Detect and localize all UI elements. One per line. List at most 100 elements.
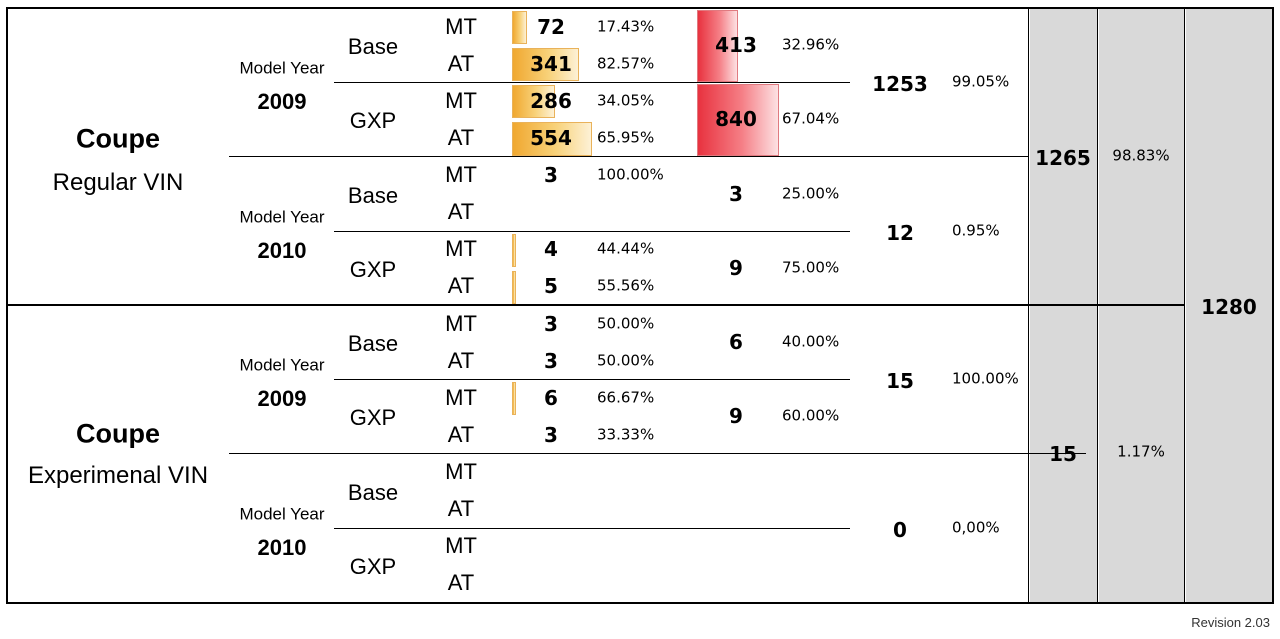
row-pct: 82.57% bbox=[597, 54, 655, 73]
section-pct: 98.83% bbox=[1112, 146, 1170, 165]
section-divider bbox=[7, 304, 1185, 306]
row-pct: 44.44% bbox=[597, 239, 655, 258]
transmission-label: AT bbox=[447, 273, 475, 299]
transmission-label: AT bbox=[447, 496, 475, 522]
year-total: 12 bbox=[886, 220, 914, 245]
trim-name: Base bbox=[347, 479, 399, 505]
model-year-value: 2009 bbox=[257, 386, 307, 411]
vline-1 bbox=[1028, 8, 1029, 602]
row-count: 3 bbox=[544, 311, 558, 336]
row-count: 72 bbox=[537, 14, 565, 39]
section-subtitle: Regular VIN bbox=[52, 169, 184, 196]
transmission-label: AT bbox=[447, 421, 475, 447]
model-year-label: Model Year bbox=[239, 58, 325, 78]
row-bar bbox=[512, 122, 592, 156]
grand-total: 1280 bbox=[1201, 295, 1257, 319]
trim-name: Base bbox=[347, 331, 399, 356]
trim-pct: 60.00% bbox=[782, 406, 840, 425]
vline-2 bbox=[1097, 8, 1098, 602]
row-pct: 55.56% bbox=[597, 276, 655, 295]
section-total: 1265 bbox=[1035, 146, 1091, 170]
transmission-label: AT bbox=[447, 199, 475, 225]
row-pct: 17.43% bbox=[597, 17, 655, 36]
row-bar bbox=[512, 270, 516, 304]
trim-bar bbox=[697, 84, 779, 157]
row-bar bbox=[512, 382, 516, 416]
row-count: 3 bbox=[544, 422, 558, 447]
row-count: 5 bbox=[544, 274, 558, 299]
row-count: 554 bbox=[530, 125, 572, 150]
row-pct: 34.05% bbox=[597, 91, 655, 110]
trim-total: 413 bbox=[715, 33, 757, 57]
trim-total: 3 bbox=[729, 181, 743, 206]
trim-total: 9 bbox=[729, 255, 743, 280]
row-bar bbox=[512, 85, 555, 119]
trim-name: Base bbox=[347, 182, 399, 208]
year-divider-ext2 bbox=[229, 453, 1086, 454]
trim-divider bbox=[334, 230, 850, 232]
year-pct: 0,00% bbox=[952, 518, 1000, 536]
transmission-label: MT bbox=[445, 13, 477, 39]
trim-divider bbox=[334, 379, 850, 380]
row-count: 341 bbox=[530, 51, 572, 76]
row-count: 6 bbox=[544, 385, 558, 410]
table-border bbox=[6, 7, 1274, 604]
transmission-label: AT bbox=[447, 50, 475, 76]
trim-total: 9 bbox=[729, 404, 743, 429]
trim-pct: 75.00% bbox=[782, 258, 840, 277]
row-count: 3 bbox=[544, 348, 558, 373]
row-count: 3 bbox=[544, 163, 558, 188]
trim-pct: 25.00% bbox=[782, 184, 840, 202]
trim-pct: 32.96% bbox=[782, 35, 840, 54]
vline-3 bbox=[1184, 8, 1185, 602]
section-title: Coupe bbox=[76, 418, 160, 449]
model-year-value: 2009 bbox=[257, 89, 307, 114]
year-total: 1253 bbox=[872, 72, 928, 96]
transmission-label: MT bbox=[445, 310, 477, 336]
trim-name: GXP bbox=[349, 256, 397, 282]
transmission-label: MT bbox=[445, 162, 477, 188]
year-total: 0 bbox=[893, 517, 907, 542]
trim-pct: 40.00% bbox=[782, 332, 840, 351]
row-bar bbox=[512, 11, 527, 45]
transmission-label: MT bbox=[445, 87, 477, 113]
trim-total: 840 bbox=[715, 107, 757, 132]
row-pct: 50.00% bbox=[597, 351, 655, 370]
trim-name: GXP bbox=[349, 108, 397, 134]
section-subtitle: Experimenal VIN bbox=[27, 462, 209, 489]
transmission-label: AT bbox=[447, 570, 475, 596]
revision-label: Revision 2.03 bbox=[1191, 615, 1270, 630]
model-year-value: 2010 bbox=[257, 534, 307, 560]
grand-total-column bbox=[1186, 8, 1273, 602]
row-count: 4 bbox=[544, 237, 558, 262]
row-count: 286 bbox=[530, 88, 572, 113]
trim-divider bbox=[334, 82, 850, 83]
trim-pct: 67.04% bbox=[782, 109, 840, 128]
transmission-label: MT bbox=[445, 459, 477, 485]
trim-name: GXP bbox=[349, 553, 397, 579]
section-total: 15 bbox=[1049, 442, 1077, 466]
section-title: Coupe bbox=[76, 123, 160, 154]
trim-divider bbox=[334, 527, 850, 529]
year-pct: 0.95% bbox=[952, 221, 1000, 239]
trim-name: Base bbox=[347, 34, 399, 59]
transmission-label: AT bbox=[447, 124, 475, 150]
model-year-value: 2010 bbox=[257, 237, 307, 263]
transmission-label: MT bbox=[445, 384, 477, 410]
model-year-label: Model Year bbox=[239, 355, 325, 375]
trim-total: 6 bbox=[729, 330, 743, 354]
year-pct: 99.05% bbox=[952, 72, 1010, 91]
section-pct: 1.17% bbox=[1117, 442, 1165, 461]
transmission-label: MT bbox=[445, 533, 477, 559]
row-pct: 33.33% bbox=[597, 425, 655, 444]
row-pct: 100.00% bbox=[597, 165, 664, 184]
model-year-label: Model Year bbox=[239, 504, 325, 523]
transmission-label: MT bbox=[445, 236, 477, 262]
row-bar bbox=[512, 233, 516, 267]
row-bar bbox=[512, 48, 579, 82]
model-year-label: Model Year bbox=[239, 207, 325, 226]
trim-name: GXP bbox=[349, 405, 397, 431]
row-pct: 65.95% bbox=[597, 128, 655, 147]
year-total: 15 bbox=[886, 369, 914, 393]
